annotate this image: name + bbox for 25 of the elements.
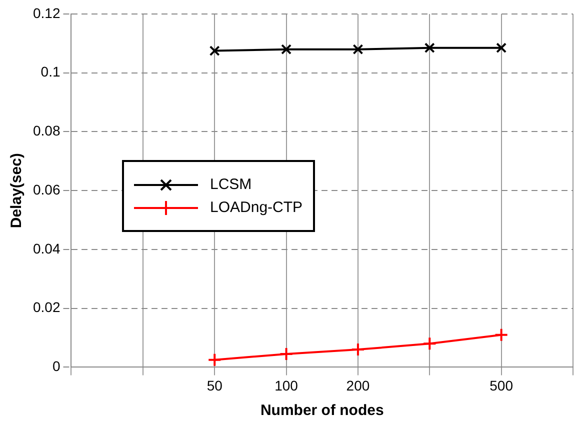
point — [350, 342, 365, 357]
point — [422, 336, 437, 351]
x-axis-title: Number of nodes — [260, 402, 384, 420]
point — [279, 346, 294, 361]
x-tick-label: 500 — [490, 377, 514, 394]
x-tick-label: 50 — [206, 377, 223, 394]
point — [352, 44, 364, 55]
y-tick-label: 0.1 — [40, 64, 60, 80]
y-axis-title: Delay(sec) — [8, 153, 26, 228]
point — [281, 44, 292, 55]
y-tick-label: 0.08 — [33, 122, 60, 139]
y-tick-label: 0.04 — [33, 240, 60, 256]
y-tick-label: 0.12 — [33, 4, 60, 21]
point — [494, 328, 508, 342]
legend-label: LCSM — [210, 176, 252, 193]
point — [496, 42, 507, 54]
legend-label: LOADng-CTP — [210, 199, 303, 216]
y-tick-label: 0 — [52, 358, 60, 374]
y-tick-label: 0.02 — [33, 299, 60, 316]
point — [209, 46, 220, 56]
point — [208, 352, 222, 367]
y-tick-label: 0.06 — [33, 181, 60, 198]
point — [424, 42, 435, 54]
x-tick-label: 100 — [274, 377, 298, 394]
x-tick-label: 200 — [346, 377, 370, 394]
